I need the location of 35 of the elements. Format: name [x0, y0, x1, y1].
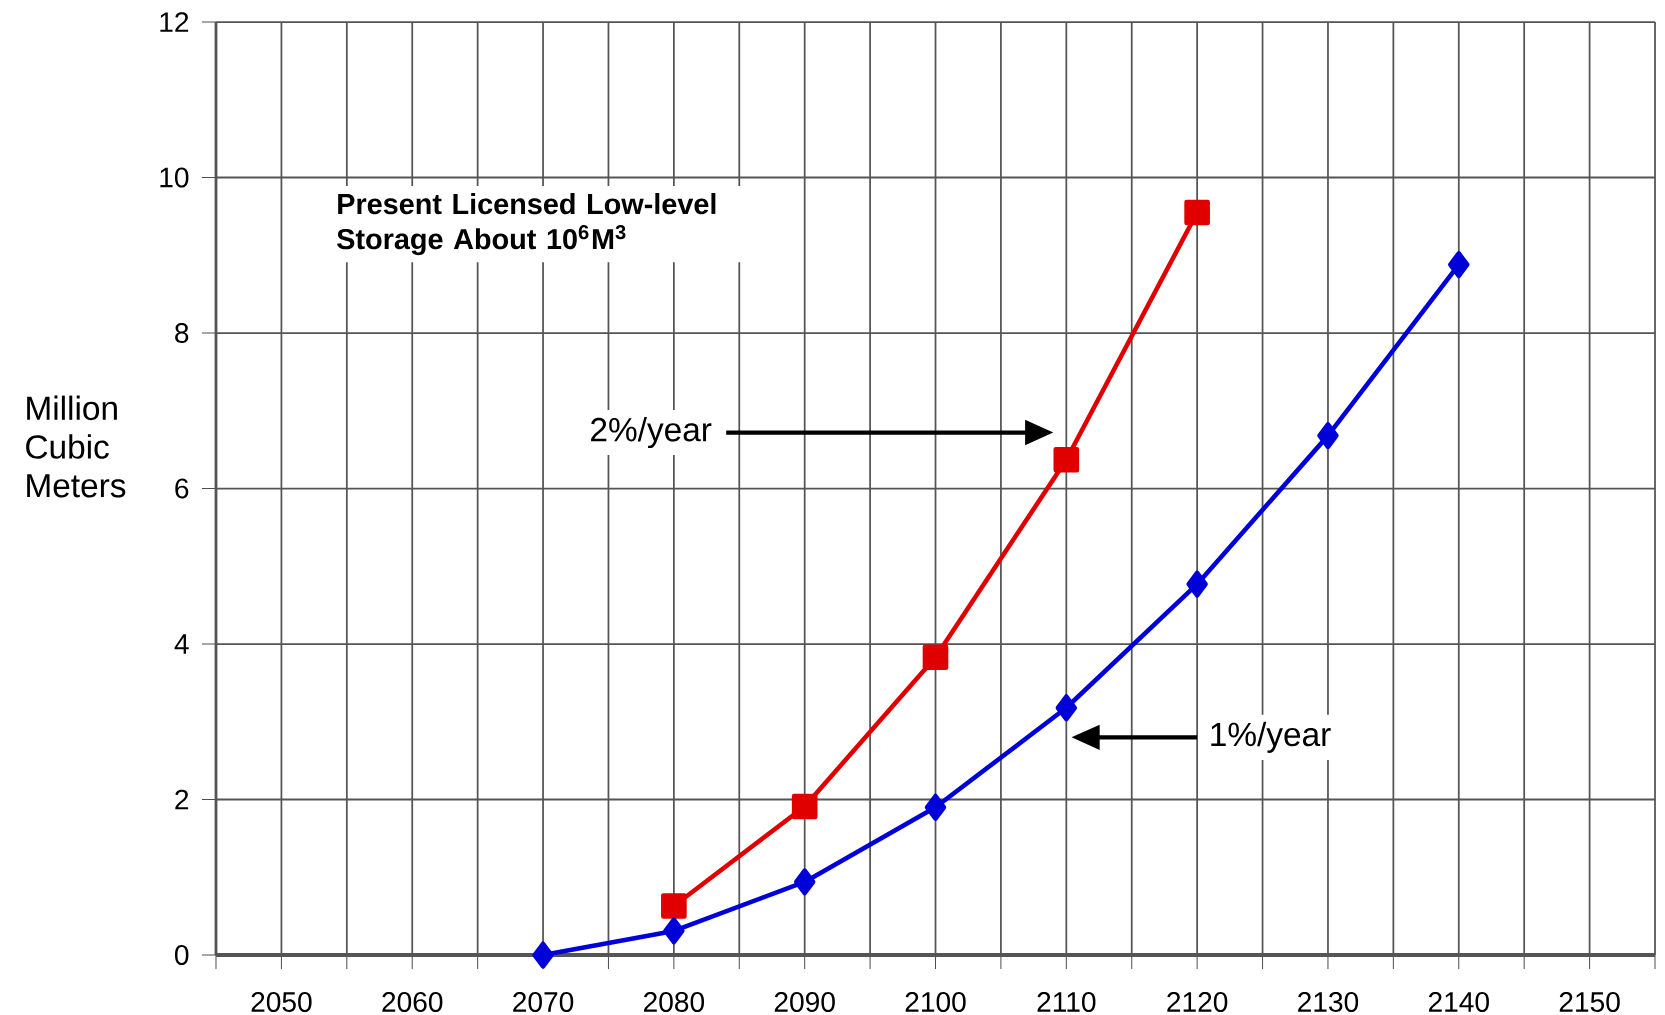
point — [793, 868, 816, 896]
point — [924, 793, 947, 821]
y-tick-label: 2 — [175, 789, 189, 810]
point — [922, 644, 949, 671]
point — [1053, 446, 1080, 473]
y-axis-title: Million Cubic Meters — [26, 395, 126, 498]
x-tick-label: 2110 — [1037, 992, 1096, 1012]
point — [1184, 199, 1210, 226]
x-tick-label: 2070 — [513, 992, 574, 1012]
point — [1186, 570, 1208, 598]
point — [532, 941, 554, 969]
y-tick-label: 0 — [174, 945, 189, 965]
point — [1448, 251, 1470, 279]
y-tick-label: 8 — [175, 323, 189, 343]
y-tick-label: 4 — [174, 634, 189, 654]
point — [661, 893, 687, 919]
y-tick-label: 10 — [160, 167, 189, 188]
x-tick-label: 2150 — [1559, 992, 1620, 1012]
x-tick-label: 2090 — [774, 992, 835, 1012]
y-tick-label: 12 — [160, 12, 189, 32]
x-tick-label: 2100 — [905, 992, 966, 1012]
x-tick-label: 2120 — [1167, 992, 1228, 1012]
x-tick-label: 2050 — [251, 992, 312, 1012]
point — [663, 917, 685, 945]
x-tick-label: 2140 — [1428, 992, 1489, 1012]
point — [791, 793, 818, 820]
annotation: 2%/year — [591, 416, 712, 449]
point — [1317, 422, 1339, 450]
x-tick-label: 2060 — [382, 992, 443, 1012]
text: Present Licensed Low-level Storage About 10$^{6}$M$^{3}$ — [337, 193, 716, 256]
annotation: 1%/year — [1211, 721, 1331, 753]
point — [1055, 694, 1078, 722]
x-tick-label: 2130 — [1298, 992, 1359, 1012]
x-tick-label: 2080 — [644, 992, 705, 1012]
y-tick-label: 6 — [175, 478, 189, 499]
